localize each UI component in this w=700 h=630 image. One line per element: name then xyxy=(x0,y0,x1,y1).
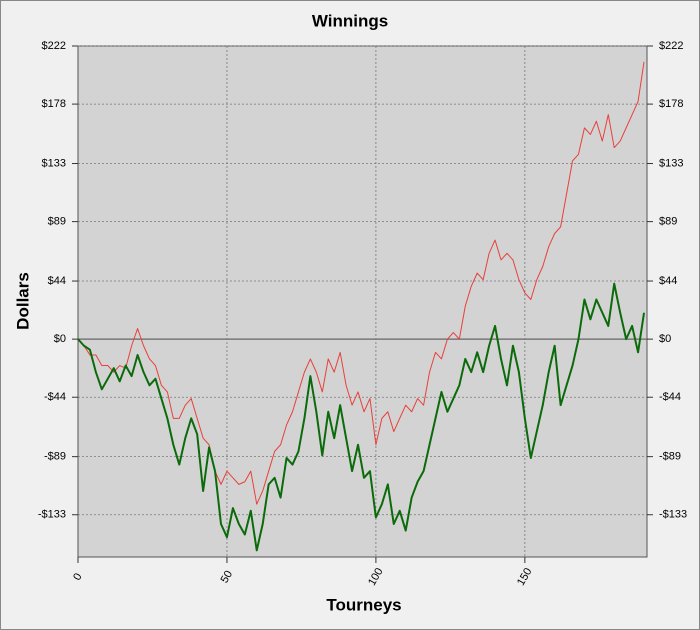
y2-tick-label: $222 xyxy=(659,40,683,52)
y-tick-label: $178 xyxy=(42,98,66,110)
y-tick-label: -$133 xyxy=(38,509,66,521)
y2-tick-label: -$44 xyxy=(659,391,681,403)
y-tick-label: $0 xyxy=(54,333,66,345)
y-tick-label: $133 xyxy=(42,157,66,169)
y2-tick-label: $0 xyxy=(659,333,671,345)
chart-title: Winnings xyxy=(312,11,388,30)
y-tick-label: $89 xyxy=(48,216,66,228)
y2-tick-label: $89 xyxy=(659,216,677,228)
y2-tick-label: $178 xyxy=(659,98,683,110)
y2-tick-label: -$89 xyxy=(659,451,681,463)
y-tick-label: -$89 xyxy=(44,451,66,463)
y-tick-label: $222 xyxy=(42,40,66,52)
x-tick-label: 0 xyxy=(71,571,84,582)
series-line xyxy=(77,61,645,505)
y-tick-label: $44 xyxy=(48,275,66,287)
series-line xyxy=(77,282,646,552)
y2-tick-label: $133 xyxy=(659,157,683,169)
y-axis-title: Dollars xyxy=(13,272,32,330)
x-axis-title: Tourneys xyxy=(326,595,401,614)
x-tick-label: 50 xyxy=(219,569,236,586)
y-tick-label: -$44 xyxy=(44,391,66,403)
y2-tick-label: $44 xyxy=(659,275,677,287)
y2-tick-label: -$133 xyxy=(659,509,687,521)
plot-area xyxy=(77,45,648,558)
